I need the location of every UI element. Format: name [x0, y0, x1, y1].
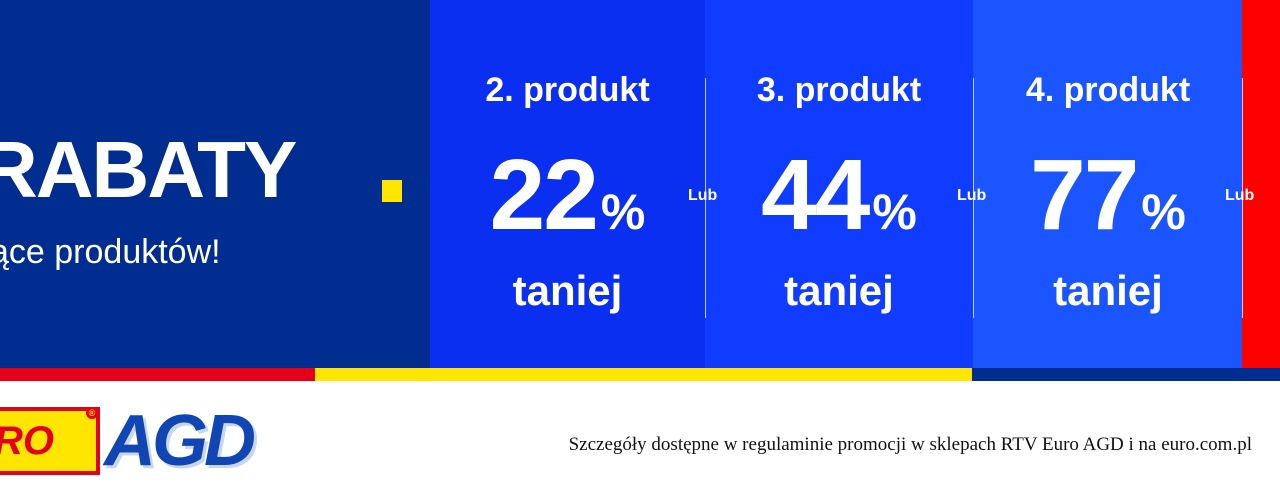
- stripe-yellow: [315, 368, 972, 381]
- promo-banner[interactable]: RABATY ące produktów! 2. produkt 22% tan…: [0, 0, 1280, 368]
- euro-agd-logo[interactable]: RO ® AGD: [0, 401, 270, 481]
- separator-label: Lub: [1225, 187, 1255, 204]
- registered-mark-icon: ®: [86, 407, 98, 419]
- red-edge-panel: [1242, 0, 1280, 368]
- percent-symbol: %: [600, 184, 646, 240]
- offer-percent-value: 44: [761, 139, 870, 251]
- offer-title: 2. produkt: [485, 71, 650, 109]
- separator-line: [705, 78, 706, 318]
- hero-subline: ące produktów!: [0, 233, 221, 271]
- offer-second-product: 2. produkt 22% taniej: [430, 0, 705, 368]
- separator-label: Lub: [957, 187, 987, 204]
- disclaimer-text: Szczegóły dostępne w regulaminie promocj…: [568, 434, 1252, 455]
- offer-third-product: 3. produkt 44% taniej: [705, 0, 973, 368]
- offer-subtitle: taniej: [1053, 267, 1163, 314]
- offer-subtitle: taniej: [784, 267, 894, 314]
- separator-label: Lub: [688, 187, 718, 204]
- offer-percent-value: 77: [1030, 139, 1139, 251]
- logo-left-text: RO: [0, 419, 54, 463]
- offer-percent: 77%: [973, 140, 1243, 280]
- stripe-blue: [972, 368, 1280, 381]
- footer: RO ® AGD Szczegóły dostępne w regulamini…: [0, 381, 1280, 500]
- percent-symbol: %: [1141, 184, 1186, 240]
- offer-subtitle: taniej: [512, 267, 623, 314]
- offer-title: 4. produkt: [1025, 71, 1191, 109]
- offer-percent-value: 22: [489, 139, 599, 251]
- offer-percent: 22%: [430, 140, 705, 280]
- hero-panel: RABATY ące produktów!: [0, 0, 430, 368]
- offer-fourth-product: 4. produkt 77% taniej: [973, 0, 1243, 368]
- percent-symbol: %: [872, 184, 917, 240]
- separator-line: [1242, 78, 1243, 318]
- headline-dot: [382, 180, 402, 202]
- offer-title: 3. produkt: [756, 71, 922, 109]
- logo-yellow-box: [0, 407, 100, 475]
- logo-right-text: AGD: [104, 401, 256, 481]
- offer-percent: 44%: [705, 140, 973, 280]
- stripe-red: [0, 368, 315, 381]
- hero-headline: RABATY: [0, 125, 297, 214]
- separator-line: [973, 78, 974, 318]
